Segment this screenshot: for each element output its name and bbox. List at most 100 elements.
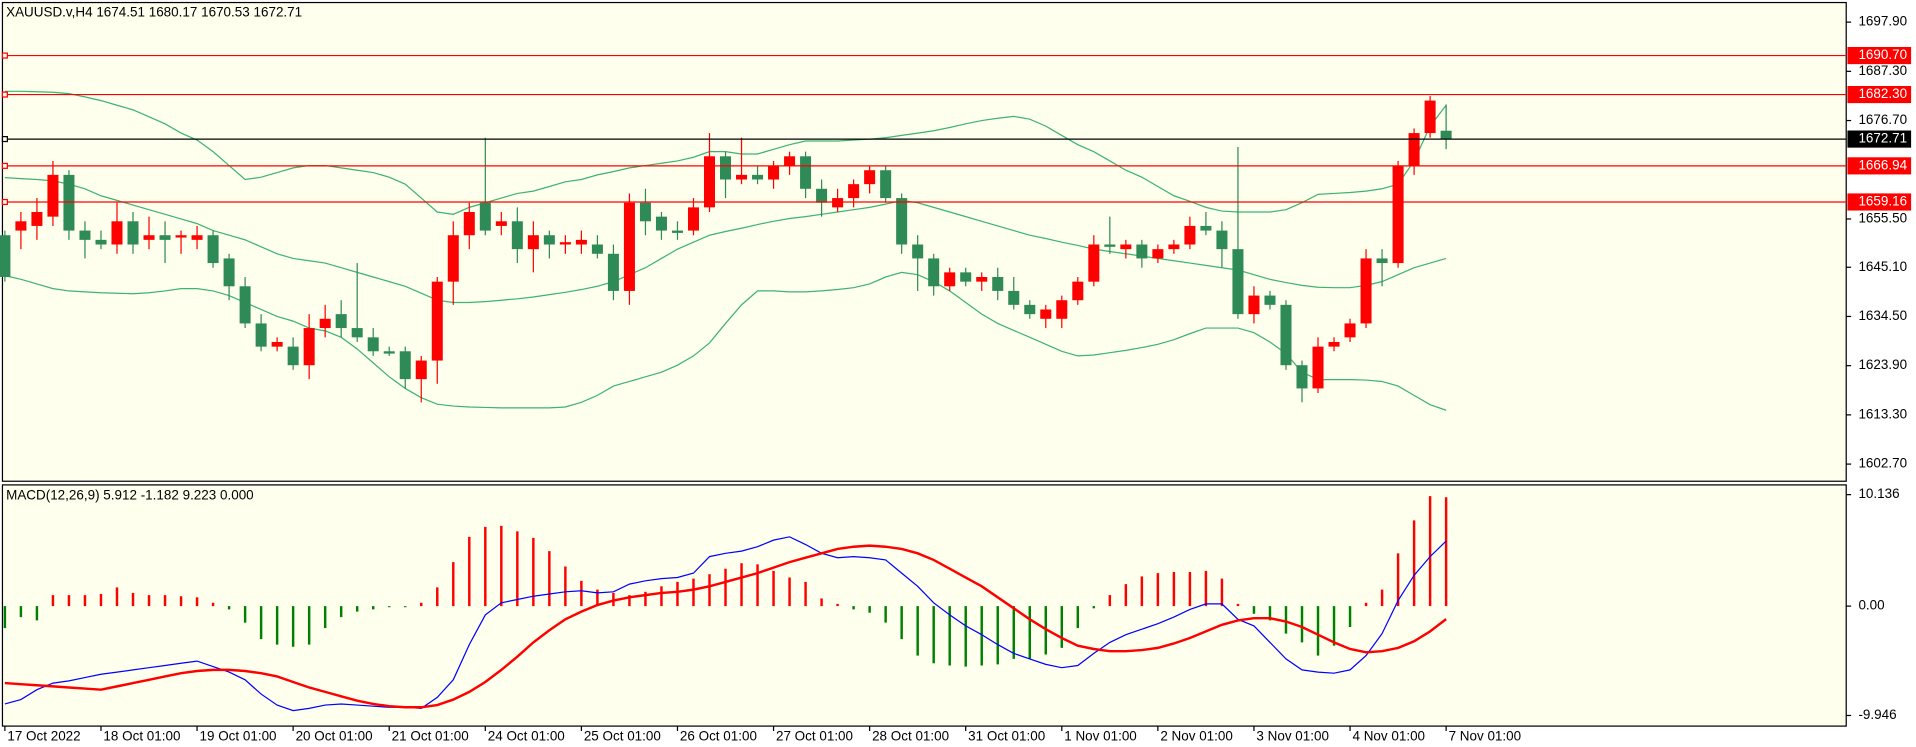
candle-body [880, 170, 892, 199]
level-anchor [1, 162, 8, 169]
candle-body [784, 156, 796, 166]
x-tick-label: 1 Nov 01:00 [1064, 729, 1137, 744]
candle-body [47, 174, 59, 217]
candle-body [527, 235, 539, 250]
indicator-line [4, 177, 1447, 304]
candle-body [95, 239, 107, 245]
candle-body [1248, 295, 1260, 315]
candle-body [159, 235, 171, 240]
candle-body [623, 202, 635, 291]
candle-body [1168, 244, 1180, 250]
candle-body [1296, 365, 1308, 389]
candle-body [736, 174, 748, 180]
y-tick-label: 1655.50 [1858, 211, 1907, 226]
candle-body [816, 188, 828, 203]
candle-body [399, 351, 411, 380]
candle-body [287, 346, 299, 366]
candle-body [1408, 133, 1420, 166]
macd-panel [1, 484, 1847, 727]
x-tick-label: 19 Oct 01:00 [200, 729, 277, 744]
candle-body [912, 244, 924, 259]
candle-body [111, 221, 123, 245]
candle-body [719, 156, 732, 180]
candle-body [848, 184, 860, 199]
candle-body [591, 244, 603, 254]
candle-body [463, 212, 475, 236]
candle-body [976, 277, 988, 282]
y-tick-label: -9.946 [1858, 707, 1896, 722]
x-tick-label: 4 Nov 01:00 [1352, 729, 1425, 744]
candle-body [1024, 304, 1036, 315]
level-label: 1682.30 [1858, 86, 1907, 101]
indicator-title: MACD(12,26,9) 5.912 -1.182 9.223 0.000 [6, 487, 254, 502]
candle-body [559, 242, 571, 245]
y-tick-label: 1697.90 [1858, 14, 1907, 29]
candle-body [1312, 346, 1324, 389]
y-tick-label: 1634.50 [1858, 308, 1907, 323]
x-tick-label: 20 Oct 01:00 [296, 729, 373, 744]
candle-body [351, 328, 363, 338]
candle-body [175, 235, 187, 238]
candle-body [1056, 300, 1068, 319]
candle-body [1392, 165, 1404, 264]
candle-body [1072, 281, 1084, 301]
candle-body [1152, 249, 1164, 259]
candle-body [575, 239, 587, 245]
candle-body [447, 235, 459, 282]
candle-body [383, 351, 395, 354]
indicator-line [4, 544, 1447, 709]
level-label-box [1847, 157, 1912, 175]
candle-body [271, 341, 283, 347]
candle-body [207, 235, 219, 264]
candle-body [239, 286, 251, 324]
candle-body [319, 318, 331, 329]
x-tick-label: 2 Nov 01:00 [1160, 729, 1233, 744]
candle-body [655, 216, 667, 231]
x-tick-label: 17 Oct 2022 [7, 729, 80, 744]
candle-body [335, 314, 347, 329]
candle-body [79, 230, 91, 240]
level-label: 1690.70 [1858, 47, 1907, 62]
candle-body [703, 156, 716, 208]
candle-body [1008, 290, 1020, 305]
x-tick-label: 26 Oct 01:00 [680, 729, 757, 744]
candle-body [800, 156, 812, 189]
level-label-box [1847, 193, 1912, 211]
candle-body [687, 207, 699, 231]
candle-body [255, 323, 267, 347]
chart-title: XAUUSD.v,H4 1674.51 1680.17 1670.53 1672… [6, 4, 302, 19]
candle-body [1216, 230, 1228, 250]
last-high: 1680.17 [149, 4, 198, 19]
candle-body [768, 165, 780, 180]
candle-body [495, 221, 507, 226]
x-tick-label: 24 Oct 01:00 [488, 729, 565, 744]
candle-body [928, 258, 940, 287]
candle-body [63, 174, 75, 231]
x-tick-label: 27 Oct 01:00 [776, 729, 853, 744]
y-tick-label: 1623.90 [1858, 357, 1907, 372]
candle-body [15, 221, 27, 231]
level-label-box [1847, 46, 1912, 65]
candle-body [1040, 309, 1052, 319]
candle-body [511, 221, 523, 250]
last-low: 1670.53 [201, 4, 250, 19]
candle-body [431, 281, 443, 361]
candle-body [864, 170, 876, 185]
candle-body [1424, 100, 1436, 134]
x-tick-label: 25 Oct 01:00 [584, 729, 661, 744]
level-anchor [1, 91, 8, 98]
candle-body [1280, 304, 1292, 366]
candle-body [832, 198, 844, 208]
candle-body [1120, 244, 1132, 250]
candle-body [1360, 258, 1372, 324]
x-tick-label: 31 Oct 01:00 [968, 729, 1045, 744]
level-anchor [1, 198, 8, 206]
candle-body [1328, 341, 1340, 347]
candle-body [1184, 225, 1196, 245]
candle-body [543, 235, 555, 245]
main-panel [1, 1, 1847, 482]
candle-body [1088, 244, 1100, 282]
candle-body [944, 272, 956, 287]
candle-body [896, 198, 908, 245]
